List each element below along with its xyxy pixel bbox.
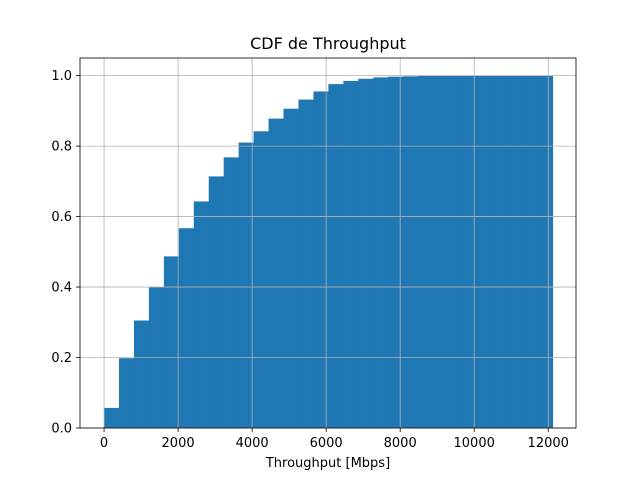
histogram-bar <box>223 157 240 428</box>
histogram-bar <box>268 118 284 429</box>
histogram-bar <box>433 75 449 428</box>
y-tick-label: 1.0 <box>51 69 72 84</box>
x-tick-label: 8000 <box>384 436 417 451</box>
histogram-bar <box>178 228 195 428</box>
histogram-bar <box>388 76 404 429</box>
histogram-bar <box>328 84 344 428</box>
x-axis: 0 2000 4000 6000 8000 10000 12000 <box>100 428 569 451</box>
y-tick-label: 0.6 <box>51 210 72 225</box>
x-tick-label: 0 <box>100 436 108 451</box>
histogram-bar <box>119 358 135 428</box>
histogram-bar <box>492 75 509 429</box>
histogram-bar <box>477 75 494 429</box>
histogram-bar <box>358 78 374 428</box>
histogram-bar <box>537 75 554 429</box>
histogram-bar <box>163 256 180 428</box>
histogram-bar <box>462 75 479 429</box>
histogram-bar <box>507 75 524 429</box>
histogram-bar <box>104 407 120 428</box>
axes-frame <box>79 57 577 429</box>
y-tick-label: 0.0 <box>51 422 72 437</box>
x-tick-label: 12000 <box>528 436 569 451</box>
x-tick-label: 4000 <box>236 436 269 451</box>
histogram-bar <box>313 91 329 428</box>
histogram-bar <box>193 201 210 428</box>
histogram-bar <box>133 320 150 428</box>
histogram-bar <box>343 80 359 429</box>
y-tick-label: 0.4 <box>51 281 72 296</box>
histogram-bar <box>298 99 314 428</box>
x-tick-label: 10000 <box>454 436 495 451</box>
histogram-bar <box>253 131 269 429</box>
histogram-bar <box>448 75 464 429</box>
histogram-bar <box>522 75 539 429</box>
chart-title: CDF de Throughput <box>250 34 406 53</box>
x-tick-label: 2000 <box>162 436 195 451</box>
y-tick-label: 0.8 <box>51 140 72 155</box>
y-axis: 0.0 0.2 0.4 0.6 0.8 1.0 <box>51 69 80 437</box>
histogram-bars <box>104 75 554 429</box>
histogram-bar <box>208 176 225 428</box>
y-tick-label: 0.2 <box>51 351 72 366</box>
histogram-bar <box>238 142 254 428</box>
x-tick-label: 6000 <box>310 436 343 451</box>
histogram-bar <box>403 76 419 428</box>
histogram-bar <box>373 77 389 428</box>
histogram-bar <box>418 75 434 428</box>
histogram-bar <box>283 108 299 429</box>
x-axis-label: Throughput [Mbps] <box>265 456 390 471</box>
